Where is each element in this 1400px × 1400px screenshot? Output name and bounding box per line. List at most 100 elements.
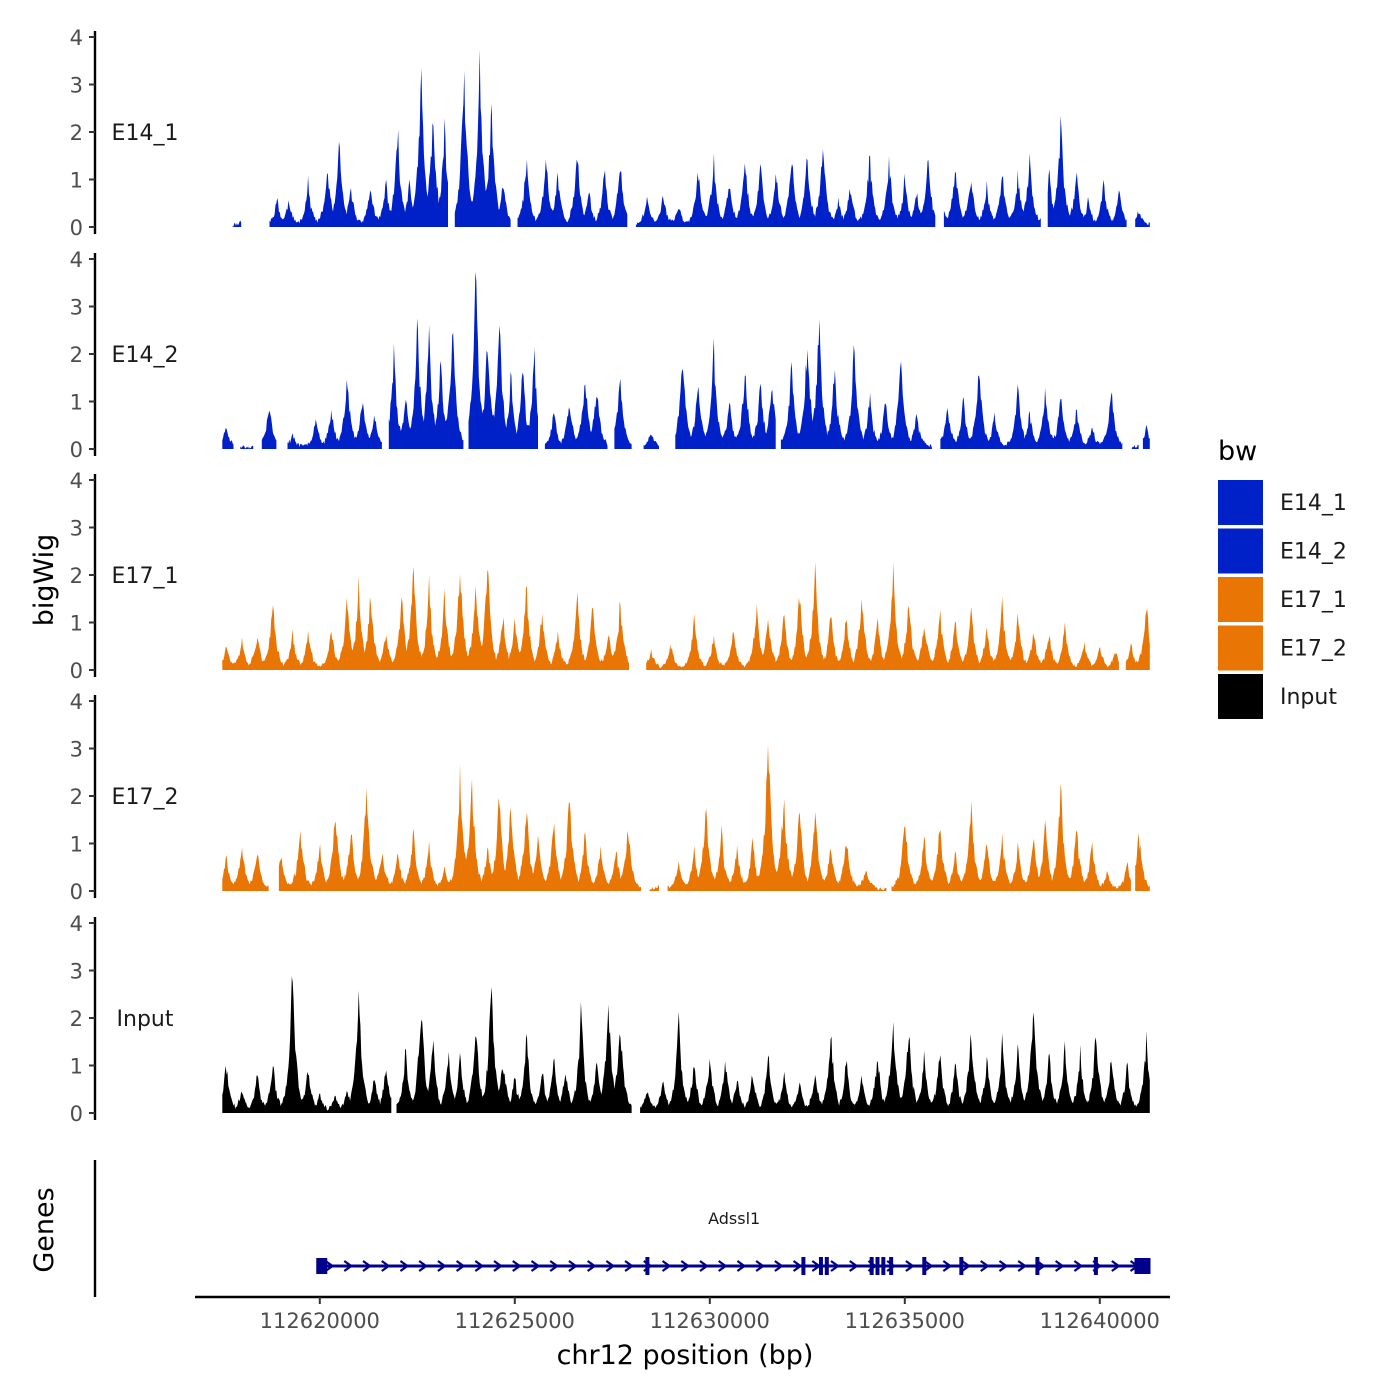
signal-area <box>1142 424 1150 449</box>
y-tick-label: 0 <box>70 880 83 904</box>
signal-area <box>1125 608 1150 670</box>
signal-area <box>222 427 234 449</box>
strand-arrow <box>661 1260 672 1272</box>
signal-area <box>454 49 511 227</box>
gene-exon <box>881 1257 886 1275</box>
signal-area <box>544 384 608 449</box>
signal-area <box>468 271 538 449</box>
y-tick-label: 0 <box>70 659 83 683</box>
gene-exon <box>316 1258 328 1274</box>
strand-arrow <box>530 1260 541 1272</box>
x-tick-label: 112620000 <box>260 1309 380 1333</box>
signal-area <box>517 159 628 227</box>
genes-axis-title: Genes <box>29 1187 60 1272</box>
y-tick-label: 2 <box>70 1007 83 1031</box>
signal-area <box>643 434 659 449</box>
y-tick-label: 3 <box>70 74 83 98</box>
signal-area <box>943 153 1041 227</box>
legend-label: Input <box>1280 685 1337 710</box>
strand-arrow <box>624 1260 634 1272</box>
y-tick-label: 1 <box>70 612 83 636</box>
signal-area <box>240 445 254 449</box>
legend-label: E17_1 <box>1280 588 1347 613</box>
gene-exon <box>875 1257 880 1275</box>
strand-arrow <box>418 1260 429 1272</box>
y-tick-label: 3 <box>70 738 83 762</box>
gene-exon <box>801 1257 806 1275</box>
strand-arrow <box>493 1260 503 1272</box>
gene-exon <box>869 1257 874 1275</box>
legend-swatch <box>1218 480 1263 525</box>
y-tick-label: 3 <box>70 296 83 320</box>
track-label: Input <box>117 1007 174 1032</box>
gene-exon <box>959 1257 964 1275</box>
y-tick-label: 0 <box>70 216 83 240</box>
signal-area <box>232 220 242 227</box>
signal-area <box>287 379 382 449</box>
strand-arrow <box>512 1260 522 1272</box>
signal-area <box>388 318 464 449</box>
gene-exon <box>1093 1257 1098 1275</box>
signal-area <box>1047 115 1127 227</box>
y-tick-label: 4 <box>70 248 83 272</box>
strand-arrow <box>830 1260 840 1272</box>
strand-arrow <box>774 1260 784 1272</box>
strand-arrow <box>849 1260 859 1272</box>
strand-arrow <box>362 1260 372 1272</box>
y-tick-label: 2 <box>70 564 83 588</box>
signal-area <box>891 783 1131 891</box>
legend: bw E14_1 E14_2 E17_1 E17_2 Input <box>1218 436 1347 719</box>
track-e17-2: 0 1 2 3 4 E17_2 <box>70 690 1150 904</box>
signal-area <box>269 68 448 228</box>
track-label: E14_2 <box>112 343 179 368</box>
y-tick-label: 1 <box>70 1055 83 1079</box>
strand-arrow <box>905 1260 915 1272</box>
strand-arrow <box>1073 1260 1084 1272</box>
strand-arrow <box>942 1260 953 1272</box>
strand-arrow <box>455 1260 466 1272</box>
signal-area <box>667 744 887 891</box>
signal-area <box>1135 832 1150 891</box>
gene-label: Adssl1 <box>708 1209 760 1228</box>
strand-arrow <box>437 1260 447 1272</box>
gene-exon <box>645 1257 650 1275</box>
gene-exon <box>824 1257 829 1275</box>
y-tick-label: 2 <box>70 785 83 809</box>
y-tick-label: 4 <box>70 912 83 936</box>
y-tick-label: 3 <box>70 960 83 984</box>
strand-arrow <box>923 1260 934 1272</box>
strand-arrow <box>474 1260 485 1272</box>
strand-arrow <box>755 1260 766 1272</box>
legend-swatch <box>1218 528 1263 574</box>
track-e14-1: 0 1 2 3 4 E14_1 <box>70 26 1150 240</box>
x-axis-title: chr12 position (bp) <box>557 1340 814 1371</box>
signal-area <box>614 378 632 449</box>
y-tick-label: 2 <box>70 121 83 145</box>
legend-label: E14_1 <box>1280 491 1347 516</box>
strand-arrow <box>324 1260 335 1272</box>
signal-area <box>646 562 1119 670</box>
strand-arrow <box>718 1260 728 1272</box>
strand-arrow <box>343 1260 354 1272</box>
x-axis: 112620000 112625000 112630000 112635000 1126… <box>195 1295 1170 1333</box>
legend-label: E14_2 <box>1280 540 1347 565</box>
y-tick-label: 4 <box>70 469 83 493</box>
signal-area <box>1135 211 1150 227</box>
y-tick-label: 1 <box>70 169 83 193</box>
legend-label: E17_2 <box>1280 637 1347 662</box>
signal-tracks: 0 1 2 3 4 E14_1 0 1 2 3 4 E14_2 0 1 2 3 4 E17_1 0 1 2 3 4 E17_2… <box>70 26 1150 1126</box>
track-label: E17_1 <box>112 564 179 589</box>
strand-arrow <box>549 1260 560 1272</box>
signal-area <box>940 375 1123 449</box>
signal-area <box>222 976 392 1113</box>
strand-arrow <box>381 1260 391 1272</box>
signal-area <box>675 338 776 449</box>
strand-arrow <box>680 1260 691 1272</box>
signal-area <box>396 986 632 1113</box>
strand-arrow <box>961 1260 971 1272</box>
legend-title: bw <box>1218 436 1257 467</box>
signal-area <box>261 410 277 449</box>
signal-area <box>640 1011 1150 1113</box>
signal-area <box>649 885 659 891</box>
